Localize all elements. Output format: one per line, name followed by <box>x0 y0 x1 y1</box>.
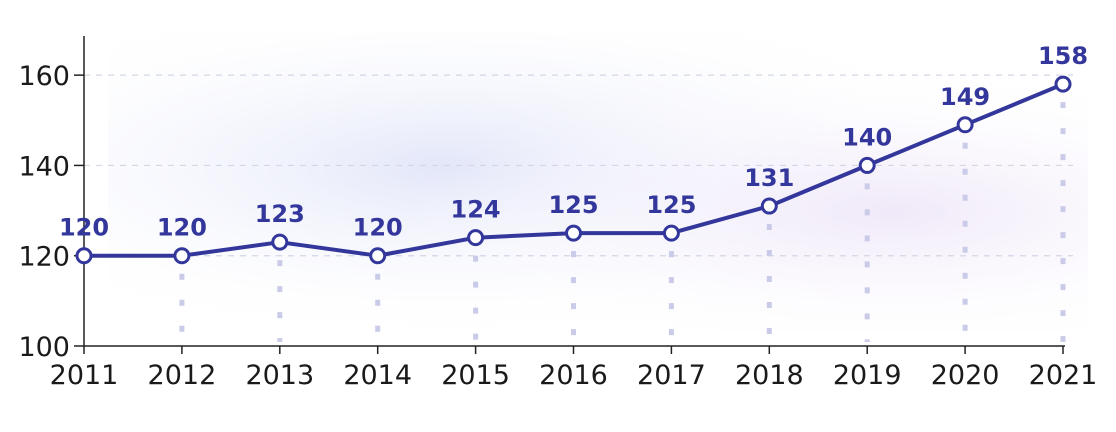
x-tick-label: 2020 <box>931 360 1000 391</box>
data-point <box>760 197 778 215</box>
x-tick-label: 2012 <box>148 360 217 391</box>
y-tick-label: 140 <box>18 151 70 182</box>
x-tick-labels: 2011 2012 2013 2014 2015 2016 2017 2018 2019 2020… <box>50 360 1098 391</box>
data-point <box>565 224 582 242</box>
x-tick-label: 2015 <box>441 360 510 391</box>
data-label: 120 <box>353 214 403 242</box>
x-tick-label: 2016 <box>539 360 608 391</box>
plot-background-glow-2 <box>108 32 1088 332</box>
data-point <box>956 116 974 134</box>
data-point <box>173 247 191 265</box>
y-tick-labels: 100 120 140 160 <box>18 61 70 363</box>
data-point <box>858 156 876 174</box>
x-tick-label: 2017 <box>637 360 706 391</box>
data-labels: 120 120 123 120 124 125 125 131 140 149 158 <box>59 42 1088 242</box>
y-tick-label: 160 <box>18 61 70 92</box>
data-label: 120 <box>59 214 109 242</box>
grid-lines <box>84 74 1073 257</box>
data-point <box>467 229 485 247</box>
data-label: 125 <box>548 191 598 219</box>
y-tick-label: 120 <box>18 242 70 273</box>
data-label: 140 <box>842 123 892 151</box>
y-tick-label: 100 <box>18 332 70 363</box>
data-label: 124 <box>451 196 501 224</box>
data-label: 131 <box>744 164 794 192</box>
data-points <box>75 75 1072 265</box>
data-point <box>369 247 387 265</box>
data-point <box>662 224 680 242</box>
data-point <box>271 233 289 251</box>
axes <box>74 36 1065 354</box>
x-tick-label: 2011 <box>50 360 119 391</box>
x-tick-label: 2014 <box>343 360 412 391</box>
data-point <box>75 247 93 265</box>
x-tick-label: 2019 <box>833 360 902 391</box>
data-label: 120 <box>157 214 207 242</box>
data-point <box>1054 75 1072 93</box>
x-tick-label: 2013 <box>245 360 314 391</box>
x-tick-label: 2021 <box>1029 360 1098 391</box>
data-label: 158 <box>1038 42 1088 70</box>
dotted-drop-lines <box>179 102 1066 342</box>
data-label: 149 <box>940 83 990 111</box>
data-label: 123 <box>255 200 305 228</box>
x-tick-label: 2018 <box>735 360 804 391</box>
data-label: 125 <box>646 191 696 219</box>
